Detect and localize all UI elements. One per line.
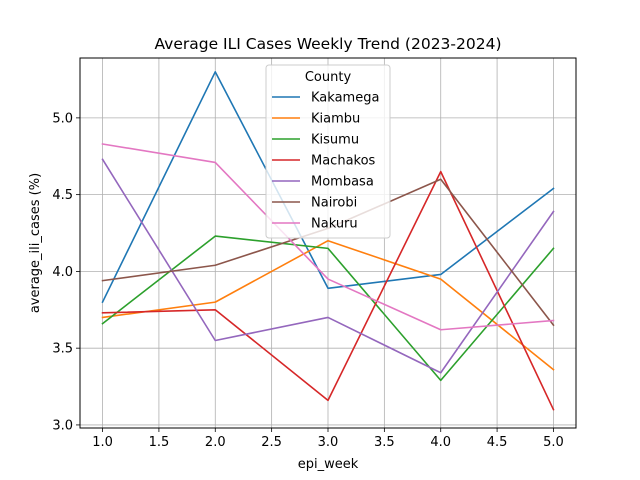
y-axis-title: average_ili_cases (%) <box>28 173 43 313</box>
y-tick-label: 4.5 <box>52 188 73 203</box>
y-tick-label: 3.5 <box>52 342 73 357</box>
chart-title: Average ILI Cases Weekly Trend (2023-202… <box>154 35 501 53</box>
legend-title: County <box>305 70 352 85</box>
series-line-kisumu <box>101 235 555 382</box>
series-line-kiambu <box>101 239 555 371</box>
x-tick-label: 4.5 <box>487 435 508 450</box>
x-tick-label: 4.0 <box>430 435 451 450</box>
x-tick-label: 1.0 <box>92 435 113 450</box>
x-axis-title: epi_week <box>298 457 359 472</box>
legend-box <box>265 64 391 239</box>
legend-label-mombasa: Mombasa <box>311 175 374 190</box>
series-line-machakos <box>101 170 555 411</box>
series-line-mombasa <box>101 158 555 374</box>
legend-label-nakuru: Nakuru <box>311 217 358 232</box>
series-line-nakuru <box>101 143 555 331</box>
legend-label-kisumu: Kisumu <box>311 133 359 148</box>
y-tick-label: 4.0 <box>52 265 73 280</box>
x-tick-label: 1.5 <box>149 435 170 450</box>
y-axis-ticks: 3.0 3.5 4.0 4.5 5.0 <box>52 111 80 433</box>
y-tick-label: 3.0 <box>52 418 73 433</box>
x-tick-label: 5.0 <box>543 435 564 450</box>
legend-label-kiambu: Kiambu <box>311 112 360 127</box>
y-tick-label: 5.0 <box>52 111 73 126</box>
series-line-kakamega <box>101 71 555 304</box>
x-tick-label: 2.5 <box>261 435 282 450</box>
x-tick-label: 3.5 <box>374 435 395 450</box>
legend: County Kakamega Kiambu Kisumu Machakos Momba… <box>265 64 391 239</box>
x-tick-label: 3.0 <box>318 435 339 450</box>
legend-label-nairobi: Nairobi <box>311 196 357 211</box>
legend-label-machakos: Machakos <box>311 154 376 169</box>
x-axis-ticks: 1.0 1.5 2.0 2.5 3.0 3.5 4.0 4.5 5.0 <box>92 428 564 450</box>
series-lines <box>101 71 555 411</box>
legend-label-kakamega: Kakamega <box>311 91 379 106</box>
x-tick-label: 2.0 <box>205 435 226 450</box>
